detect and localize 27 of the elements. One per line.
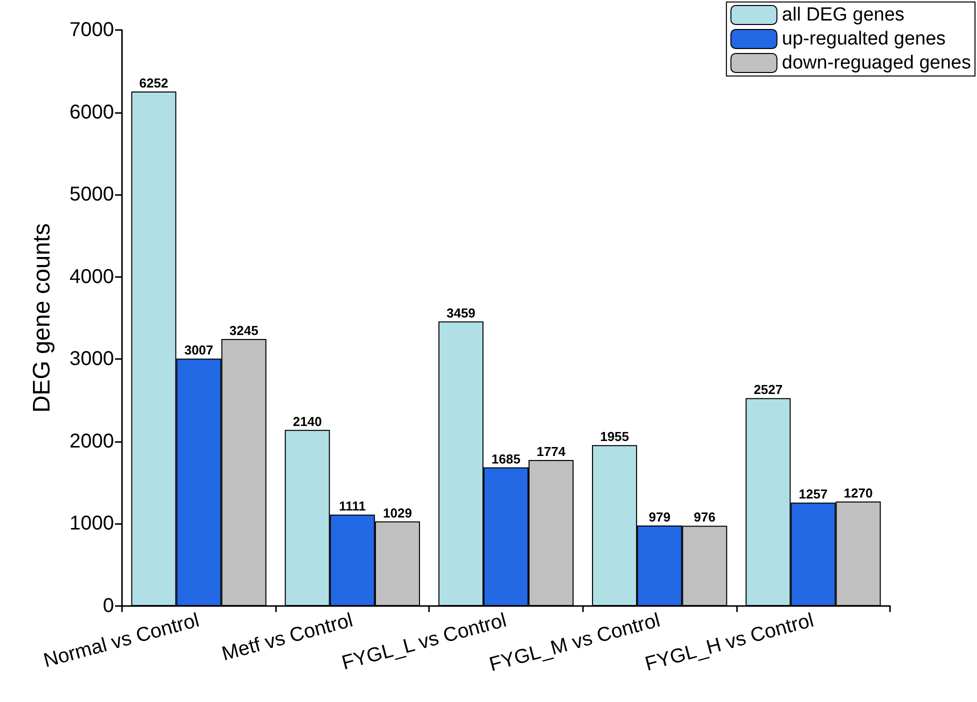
legend-label: down-reguaged genes <box>782 52 972 74</box>
data-label: 976 <box>694 510 716 525</box>
data-label: 979 <box>648 509 670 524</box>
y-tick-label: 7000 <box>70 19 114 41</box>
data-label: 1955 <box>600 429 630 444</box>
y-tick-label: 1000 <box>70 512 114 535</box>
y-tick-label: 3000 <box>70 348 114 370</box>
y-tick-label: 2000 <box>70 430 114 452</box>
data-label: 6252 <box>139 76 168 91</box>
data-label: 1774 <box>536 444 566 460</box>
data-label: 1029 <box>382 505 412 520</box>
data-label: 2527 <box>754 382 783 398</box>
data-label: 3459 <box>446 305 476 320</box>
y-tick-label: 4000 <box>70 266 114 288</box>
legend-label: all DEG genes <box>782 4 904 26</box>
data-label: 1270 <box>844 485 873 500</box>
y-tick-label: 5000 <box>70 184 114 206</box>
data-label: 3245 <box>229 322 258 338</box>
data-label: 1685 <box>492 451 520 466</box>
y-tick-label: 0 <box>102 595 114 617</box>
data-label: 2140 <box>292 414 322 429</box>
data-label: 1257 <box>798 486 828 502</box>
legend-label: up-regualted genes <box>782 28 946 50</box>
data-label: 3007 <box>184 342 214 358</box>
y-axis-title: DEG gene counts <box>28 223 56 413</box>
data-label: 1111 <box>339 498 366 514</box>
y-tick-label: 6000 <box>70 101 114 124</box>
